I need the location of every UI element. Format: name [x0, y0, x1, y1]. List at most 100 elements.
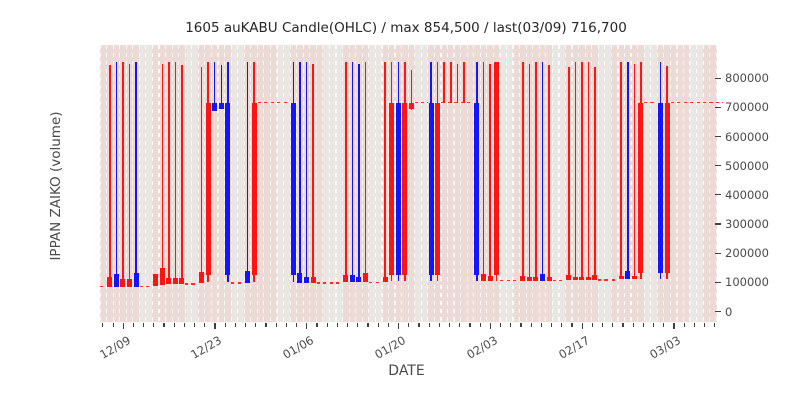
candle-wick	[351, 62, 354, 283]
candle-body	[526, 277, 532, 281]
day-gridline	[617, 45, 619, 322]
weekend-band	[696, 45, 704, 322]
weekend-band	[322, 45, 330, 322]
day-gridline	[171, 45, 173, 322]
candle-wick	[594, 66, 596, 280]
weekend-band	[277, 45, 284, 322]
day-gridline	[545, 45, 547, 322]
candle-wick	[109, 65, 111, 287]
close-level-dash	[696, 101, 703, 104]
day-gridline	[571, 45, 573, 322]
y-axis-tick	[715, 194, 721, 196]
trading-day-band	[460, 45, 468, 322]
candle-wick	[489, 64, 491, 282]
day-gridline	[499, 45, 501, 322]
candle-body	[546, 277, 552, 281]
day-gridline	[492, 45, 494, 322]
weekend-band	[506, 45, 514, 322]
day-gridline	[584, 45, 586, 322]
candle-body	[107, 277, 113, 287]
candle-wick	[168, 62, 170, 284]
trading-day-band	[676, 45, 684, 322]
day-gridline	[466, 45, 468, 322]
close-level-dash	[460, 101, 467, 104]
x-axis-minor-tick	[357, 323, 359, 327]
x-axis-minor-tick	[347, 323, 349, 327]
day-gridline	[276, 45, 278, 322]
x-axis-minor-tick	[112, 323, 114, 327]
candle-body	[363, 272, 369, 283]
x-axis-tick-label: 12/23	[188, 333, 225, 362]
candle-body	[251, 102, 257, 275]
x-axis-tick-label: 01/06	[280, 333, 317, 362]
y-axis-tick	[715, 165, 721, 167]
day-gridline	[604, 45, 606, 322]
close-level-dash	[611, 279, 618, 281]
day-gridline	[309, 45, 311, 322]
candle-body	[205, 102, 211, 275]
candle-wick	[456, 64, 459, 103]
y-axis-tick	[715, 281, 721, 283]
candle-body	[566, 274, 572, 280]
x-axis-minor-tick	[428, 323, 430, 327]
weekend-band	[650, 45, 658, 322]
candle-body	[245, 271, 250, 283]
candle-body	[310, 277, 316, 283]
close-level-dash	[650, 101, 658, 104]
trading-day-band	[670, 45, 678, 322]
candle-wick	[213, 62, 216, 111]
candle-wick	[548, 64, 550, 281]
day-gridline	[656, 45, 658, 322]
day-gridline	[237, 45, 239, 322]
day-gridline	[112, 45, 114, 322]
candle-body	[585, 276, 591, 280]
candle-wick	[246, 62, 249, 283]
day-gridline	[577, 45, 580, 322]
weekend-band	[421, 45, 429, 322]
day-gridline	[591, 45, 593, 322]
x-axis-major-tick	[581, 323, 583, 329]
y-axis-tick	[715, 310, 721, 313]
x-axis-major-tick	[306, 323, 308, 329]
x-axis-minor-tick	[183, 323, 186, 327]
day-gridline	[315, 45, 317, 322]
x-axis-minor-tick	[418, 323, 420, 327]
candle-body	[199, 272, 205, 283]
close-level-dash	[500, 279, 507, 282]
close-level-dash	[100, 285, 107, 288]
day-gridline	[486, 45, 488, 322]
day-gridline	[696, 45, 698, 322]
day-gridline	[210, 45, 213, 322]
day-gridline	[453, 45, 455, 322]
candle-body	[402, 102, 408, 275]
x-axis-major-tick	[398, 323, 400, 329]
candle-body	[664, 102, 670, 273]
candle-wick	[312, 64, 314, 283]
x-axis-minor-tick	[591, 323, 593, 327]
day-gridline	[217, 45, 219, 322]
day-gridline	[538, 45, 540, 322]
x-axis-minor-tick	[224, 323, 226, 327]
candle-wick	[482, 62, 485, 282]
x-axis-minor-tick	[194, 323, 196, 327]
trading-day-band	[100, 45, 107, 322]
candle-wick	[135, 62, 137, 287]
x-axis-minor-tick	[143, 323, 145, 327]
x-axis-minor-tick	[714, 323, 716, 327]
close-level-dash	[237, 282, 245, 284]
x-axis-minor-tick	[255, 323, 257, 327]
y-axis-tick-label: 300000	[725, 217, 769, 232]
x-axis-minor-tick	[540, 323, 542, 327]
day-gridline	[473, 45, 475, 322]
candle-wick	[174, 62, 177, 284]
day-gridline	[361, 45, 363, 322]
day-gridline	[394, 45, 396, 322]
candle-body	[592, 274, 598, 280]
candle-body	[120, 279, 126, 287]
day-gridline	[610, 45, 612, 322]
day-gridline	[381, 45, 383, 322]
close-level-dash	[139, 285, 146, 288]
candle-body	[579, 276, 585, 280]
weekend-band	[558, 45, 566, 322]
